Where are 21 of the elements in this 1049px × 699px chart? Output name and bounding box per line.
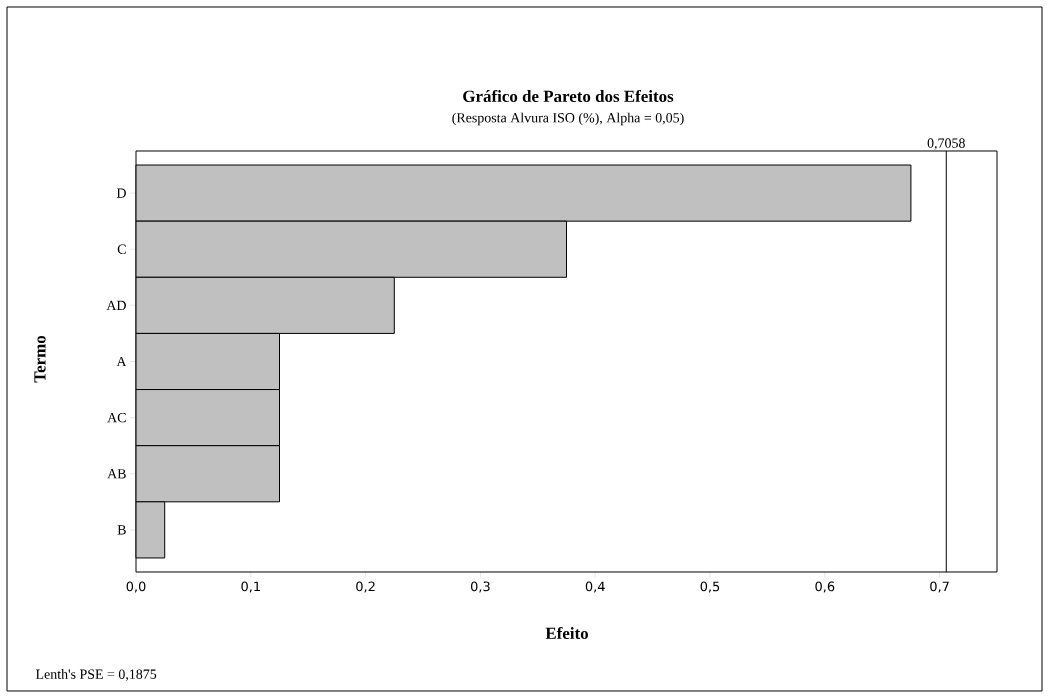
x-tick-label: 0,2 xyxy=(356,581,375,593)
y-tick-label: AC xyxy=(107,412,126,423)
y-tick-label: B xyxy=(117,525,126,535)
y-tick-label: AB xyxy=(107,469,126,479)
text: Lenth's PSE = 0,1875 xyxy=(35,669,157,681)
y-tick-label: A xyxy=(116,356,127,367)
x-tick-label: 0,7 xyxy=(930,581,949,593)
x-tick-label: 0,0 xyxy=(126,581,146,593)
ref-line-label: 0,7058 xyxy=(927,138,965,150)
y-axis-title: Termo xyxy=(34,335,46,383)
x-tick-label: 0,4 xyxy=(585,581,605,593)
x-tick-label: 0,5 xyxy=(700,581,720,593)
y-tick-label: C xyxy=(117,244,126,254)
y-tick-label: D xyxy=(116,188,126,198)
x-tick-label: 0,3 xyxy=(470,581,490,593)
chart-title: Gráfico de Pareto dos Efeitos xyxy=(463,89,674,103)
x-tick-label: 0,6 xyxy=(815,581,835,593)
x-tick-label: 0,1 xyxy=(241,581,260,593)
chart-subtitle: (Resposta Alvura ISO (%), Alpha = 0,05) xyxy=(452,112,684,126)
y-tick-label: AD xyxy=(106,300,126,310)
x-axis-title: Efeito xyxy=(545,626,588,640)
